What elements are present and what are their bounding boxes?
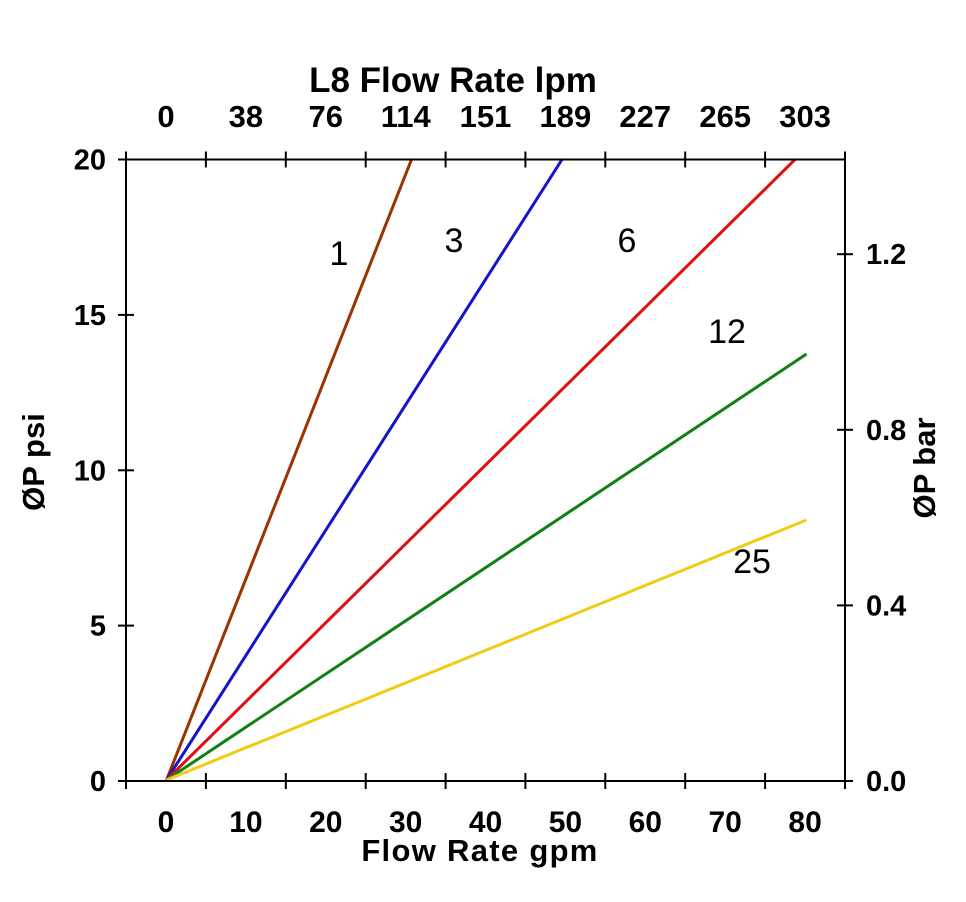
- svg-text:12: 12: [708, 313, 746, 351]
- svg-text:60: 60: [629, 806, 662, 839]
- svg-text:5: 5: [90, 611, 106, 643]
- svg-text:0: 0: [157, 99, 174, 134]
- svg-text:0.8: 0.8: [866, 415, 906, 447]
- svg-text:1: 1: [330, 235, 349, 273]
- svg-text:70: 70: [709, 806, 742, 839]
- svg-text:Flow Rate gpm: Flow Rate gpm: [361, 833, 598, 868]
- svg-text:1.2: 1.2: [866, 239, 906, 271]
- svg-text:ØP bar: ØP bar: [907, 417, 942, 518]
- svg-text:227: 227: [619, 99, 671, 134]
- svg-text:40: 40: [469, 806, 502, 839]
- svg-text:20: 20: [74, 145, 106, 177]
- svg-text:ØP psi: ØP psi: [16, 413, 51, 511]
- svg-text:80: 80: [788, 806, 821, 839]
- svg-text:265: 265: [699, 99, 751, 134]
- svg-text:30: 30: [389, 806, 422, 839]
- svg-text:38: 38: [229, 99, 263, 134]
- svg-text:114: 114: [381, 99, 432, 134]
- svg-text:0.0: 0.0: [866, 766, 906, 798]
- svg-text:76: 76: [309, 99, 343, 134]
- svg-text:0: 0: [158, 806, 175, 839]
- svg-text:3: 3: [445, 222, 464, 260]
- svg-text:189: 189: [540, 99, 592, 134]
- svg-text:0: 0: [90, 766, 106, 798]
- svg-text:25: 25: [733, 543, 771, 581]
- svg-text:0.4: 0.4: [866, 590, 906, 622]
- svg-text:151: 151: [460, 99, 512, 134]
- svg-text:20: 20: [309, 806, 342, 839]
- svg-text:6: 6: [618, 222, 637, 260]
- svg-text:L8 Flow Rate lpm: L8 Flow Rate lpm: [309, 61, 597, 100]
- svg-text:10: 10: [74, 455, 106, 487]
- svg-text:303: 303: [779, 99, 831, 134]
- svg-text:10: 10: [229, 806, 262, 839]
- svg-text:15: 15: [74, 300, 106, 332]
- svg-text:50: 50: [549, 806, 582, 839]
